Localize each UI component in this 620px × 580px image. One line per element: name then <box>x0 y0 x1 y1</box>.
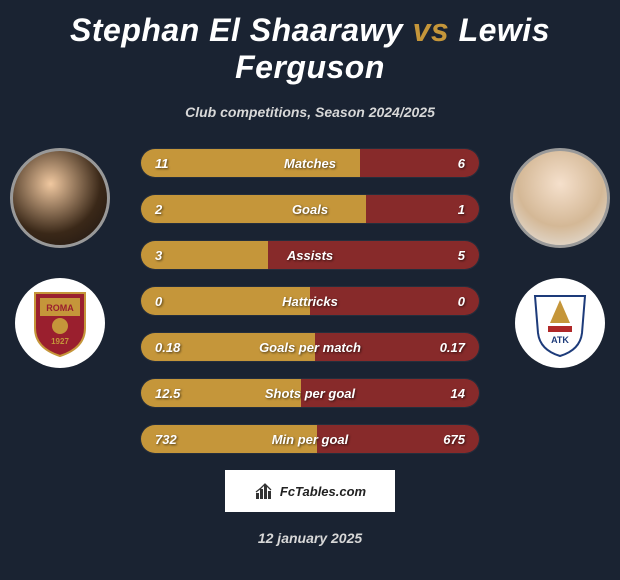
fctables-logo-icon <box>254 481 274 501</box>
stat-value-left: 0 <box>155 294 195 309</box>
brand-box: FcTables.com <box>225 470 395 512</box>
stat-label: Matches <box>284 156 336 171</box>
stat-value-left: 2 <box>155 202 195 217</box>
stat-value-left: 3 <box>155 248 195 263</box>
player1-name: Stephan El Shaarawy <box>70 12 403 48</box>
stat-value-right: 675 <box>425 432 465 447</box>
roma-crest-icon: ROMA 1927 <box>30 288 90 358</box>
stat-value-right: 5 <box>425 248 465 263</box>
stat-label: Goals <box>292 202 328 217</box>
date-text: 12 january 2025 <box>0 530 620 546</box>
stat-row: 0 Hattricks 0 <box>140 286 480 316</box>
stat-value-right: 6 <box>425 156 465 171</box>
svg-text:1927: 1927 <box>51 337 69 346</box>
stat-label: Hattricks <box>282 294 338 309</box>
stat-value-left: 12.5 <box>155 386 195 401</box>
stats-container: 11 Matches 6 2 Goals 1 3 Assists 5 0 Hattricks 0 0.1… <box>140 148 480 454</box>
stat-row: 12.5 Shots per goal 14 <box>140 378 480 408</box>
club2-badge: ATK <box>515 278 605 368</box>
atk-crest-icon: ATK <box>530 288 590 358</box>
stat-label: Min per goal <box>272 432 349 447</box>
player1-avatar <box>10 148 110 248</box>
stat-row: 11 Matches 6 <box>140 148 480 178</box>
stat-row: 732 Min per goal 675 <box>140 424 480 454</box>
svg-text:ATK: ATK <box>551 335 569 345</box>
stat-value-left: 732 <box>155 432 195 447</box>
stat-row: 0.18 Goals per match 0.17 <box>140 332 480 362</box>
stat-label: Shots per goal <box>265 386 355 401</box>
club1-badge: ROMA 1927 <box>15 278 105 368</box>
brand-text: FcTables.com <box>280 484 366 499</box>
stat-row: 3 Assists 5 <box>140 240 480 270</box>
stat-value-right: 0 <box>425 294 465 309</box>
stat-value-left: 11 <box>155 156 195 171</box>
content-area: ROMA 1927 ATK 11 Matches 6 2 Goals 1 3 Assists 5… <box>0 148 620 454</box>
stat-label: Assists <box>287 248 333 263</box>
stat-value-right: 1 <box>425 202 465 217</box>
svg-text:ROMA: ROMA <box>46 303 74 313</box>
stat-value-right: 0.17 <box>425 340 465 355</box>
stat-row: 2 Goals 1 <box>140 194 480 224</box>
vs-text: vs <box>413 12 450 48</box>
stat-label: Goals per match <box>259 340 361 355</box>
comparison-title: Stephan El Shaarawy vs Lewis Ferguson <box>0 0 620 86</box>
player2-avatar <box>510 148 610 248</box>
subtitle: Club competitions, Season 2024/2025 <box>0 104 620 120</box>
stat-value-left: 0.18 <box>155 340 195 355</box>
stat-value-right: 14 <box>425 386 465 401</box>
